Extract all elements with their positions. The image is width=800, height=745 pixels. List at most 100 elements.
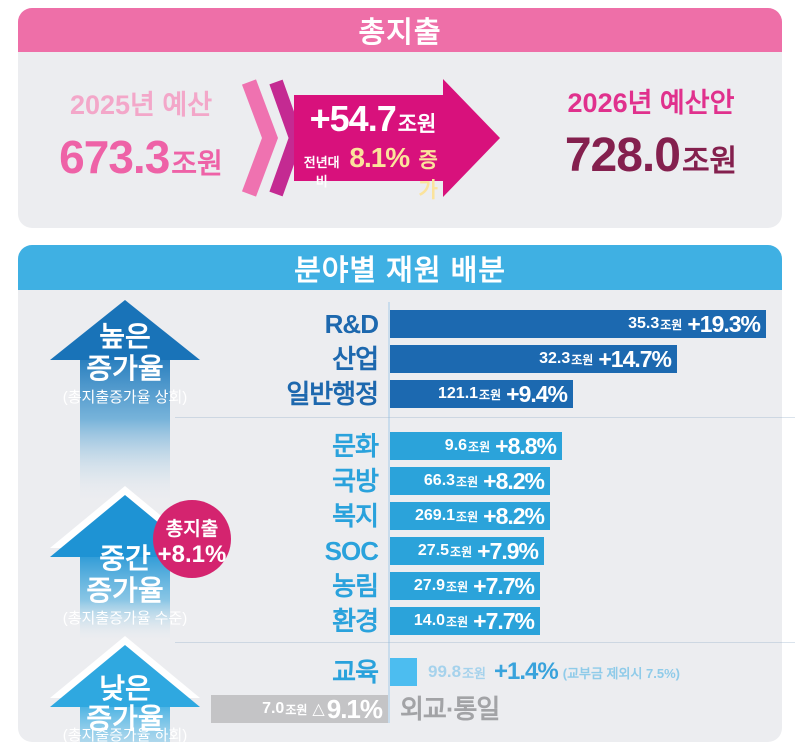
education-note: (교부금 제외시 7.5%) <box>562 665 681 681</box>
chart-row: 문화 9.6 조원 +8.8% <box>250 432 790 460</box>
bar-growth: +8.2% <box>483 502 545 529</box>
growth-tier-arrows: 높은 증가율 (총지출증가율 상회) 중간 증가율 (총지출증가율 수준) 총지… <box>50 300 231 742</box>
growth-chart: R&D 35.3 조원 +19.3% 산업 32.3 조원 +14.7% 일반행정 121.1 조원… <box>175 300 795 740</box>
total-growth-badge <box>153 500 231 578</box>
bar: 32.3 조원 +14.7% <box>390 345 677 373</box>
change-amount-line: +54.7 조원 <box>302 98 444 140</box>
bar-growth: 9.1% <box>326 693 383 724</box>
group-separator <box>175 642 795 643</box>
chart-baseline-divider <box>388 302 390 723</box>
change-arrow-block: +54.7 조원 전년대비 8.1% 증가 <box>240 70 516 206</box>
category-label: 환경 <box>332 606 379 636</box>
category-label: 농림 <box>332 571 379 601</box>
up-arrow-low-head-icon <box>50 645 200 707</box>
right-arrow-graphic <box>241 79 500 197</box>
bar-amount-unit: 조원 <box>468 439 491 454</box>
total-expenditure-card: 총지출 2025년 예산 673.3 조원 +54.7 조원 전년대비 <box>18 8 782 228</box>
group-separator <box>175 417 795 418</box>
sector-allocation-title: 분야별 재원 배분 <box>294 254 506 287</box>
budget-2026-value: 728.0 조원 <box>526 128 776 183</box>
chart-row: R&D 35.3 조원 +19.3% <box>250 310 790 338</box>
bar-amount-unit: 조원 <box>446 579 469 594</box>
up-arrow-high-head-icon <box>50 300 200 360</box>
tier-low-line1: 낮은 <box>99 673 151 704</box>
chart-row: 환경 14.0 조원 +7.7% <box>250 607 790 635</box>
bar: 27.5 조원 +7.9% <box>390 537 544 565</box>
bar-growth: +8.2% <box>483 467 545 494</box>
bar-amount: 269.1 <box>415 507 456 524</box>
chart-row: 복지 269.1 조원 +8.2% <box>250 502 790 530</box>
bar-amount: 66.3 <box>423 472 456 489</box>
bar-growth: +7.7% <box>473 607 535 634</box>
bar-amount-unit: 조원 <box>285 702 308 717</box>
chart-row: SOC 27.5 조원 +7.9% <box>250 537 790 565</box>
bar-amount: 9.6 <box>444 437 468 454</box>
bar-growth: +7.7% <box>473 572 535 599</box>
bar-growth: +14.7% <box>598 345 672 372</box>
category-label: 국방 <box>332 466 379 496</box>
bar: 121.1 조원 +9.4% <box>390 380 573 408</box>
tier-high-line2: 증가율 <box>86 353 163 384</box>
bar-amount-unit: 조원 <box>456 474 479 489</box>
category-label: 일반행정 <box>286 379 379 409</box>
bar-amount: 14.0 <box>413 612 446 629</box>
change-suffix: 증가 <box>418 149 438 202</box>
chart-row: 농림 27.9 조원 +7.7% <box>250 572 790 600</box>
bar: 9.6 조원 +8.8% <box>390 432 562 460</box>
change-percent: 8.1% <box>349 142 410 173</box>
bar-negative: 7.0 조원 △ 9.1% <box>211 693 388 724</box>
bar: 27.9 조원 +7.7% <box>390 572 540 600</box>
budget-2025-block: 2025년 예산 673.3 조원 <box>16 90 266 184</box>
category-label: 교육 <box>332 657 379 687</box>
budget-2025-label: 2025년 예산 <box>69 90 213 120</box>
sector-allocation-header: 분야별 재원 배분 <box>18 245 782 290</box>
bar-amount-unit: 조원 <box>660 317 683 332</box>
budget-2026-block: 2026년 예산안 728.0 조원 <box>526 88 776 183</box>
up-arrow-high-body <box>80 348 170 505</box>
category-label: R&D <box>324 309 379 339</box>
tier-mid-line1: 중간 <box>99 543 151 574</box>
education-values: 99.8 조원 +1.4% (교부금 제외시 7.5%) <box>428 658 680 686</box>
decrease-triangle-icon: △ <box>312 701 325 718</box>
bar-amount-unit: 조원 <box>462 665 487 681</box>
bar-amount: 27.9 <box>413 577 446 594</box>
bar-amount-unit: 조원 <box>446 614 469 629</box>
chart-row: 일반행정 121.1 조원 +9.4% <box>250 380 790 408</box>
bar-amount-unit: 조원 <box>450 544 473 559</box>
bar-amount: 32.3 <box>539 350 571 367</box>
change-prefix: 전년대비 <box>303 155 340 189</box>
tier-low-note: (총지출증가율 하회) <box>63 727 188 742</box>
budget-2026-unit: 조원 <box>681 145 738 178</box>
budget-2025-value: 673.3 조원 <box>16 130 266 184</box>
bar-amount-unit: 조원 <box>571 352 594 367</box>
chart-row: 7.0 조원 △ 9.1% 외교·통일 <box>211 694 790 724</box>
badge-line1: 총지출 <box>166 518 218 540</box>
bar-growth: +9.4% <box>506 380 568 407</box>
bar: 14.0 조원 +7.7% <box>390 607 540 635</box>
tier-mid-line2: 증가율 <box>86 575 163 606</box>
up-arrow-mid-body <box>80 550 170 642</box>
chart-row: 교육 99.8 조원 +1.4% (교부금 제외시 7.5%) <box>250 658 790 686</box>
budget-2025-unit: 조원 <box>171 148 223 179</box>
bar-amount: 27.5 <box>417 542 450 559</box>
category-label: SOC <box>324 536 379 566</box>
bar-amount: 35.3 <box>628 315 660 332</box>
category-label: 문화 <box>332 431 379 461</box>
chart-row: 국방 66.3 조원 +8.2% <box>250 467 790 495</box>
category-label: 외교·통일 <box>400 694 500 724</box>
tier-mid-note: (총지출증가율 수준) <box>63 610 188 627</box>
chart-row: 산업 32.3 조원 +14.7% <box>250 345 790 373</box>
chevron-right-icon <box>269 79 304 197</box>
bar-growth: +8.8% <box>495 432 557 459</box>
tier-high-note: (총지출증가율 상회) <box>63 389 188 406</box>
bar-growth: +19.3% <box>687 310 761 337</box>
sector-allocation-card: 분야별 재원 배분 <box>18 245 795 742</box>
bar: 269.1 조원 +8.2% <box>390 502 550 530</box>
bar <box>390 658 417 686</box>
category-label: 복지 <box>332 501 379 531</box>
change-amount: +54.7 <box>309 98 397 139</box>
budget-2025-amount: 673.3 <box>59 131 170 183</box>
change-amount-unit: 조원 <box>397 113 437 136</box>
bar-amount-unit: 조원 <box>479 387 502 402</box>
